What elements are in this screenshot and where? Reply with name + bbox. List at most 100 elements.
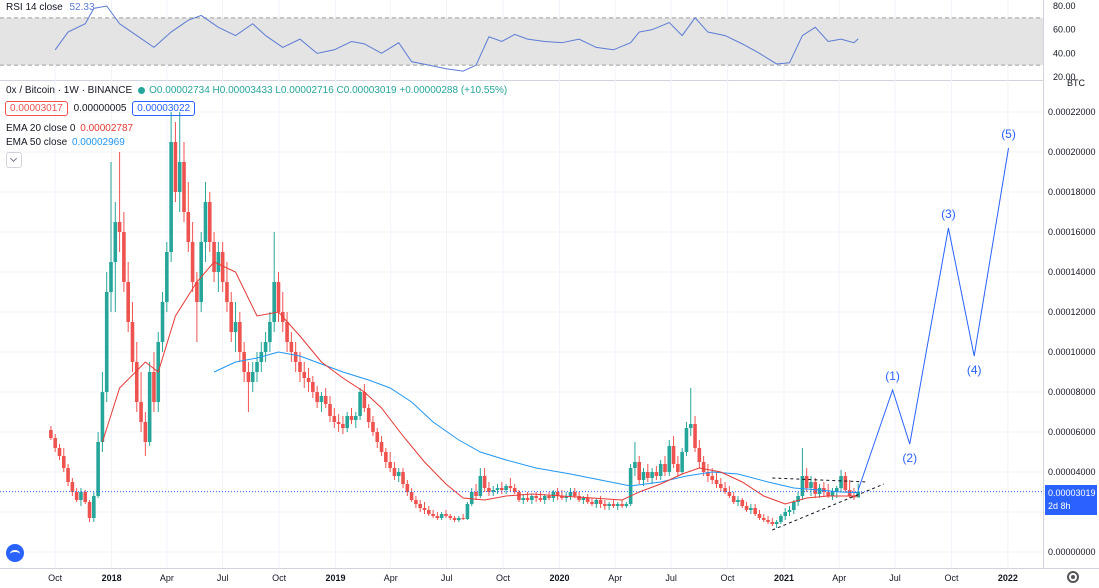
candle-body [246,372,251,382]
candle-body [847,490,852,496]
price-tick-label: 0.00000000 [1048,547,1096,557]
spread-value: 0.00000005 [73,103,127,114]
candle-body [366,408,371,422]
candle-body [396,472,401,476]
wave-label: (2) [902,451,917,465]
candle-body [358,392,362,416]
candle-body [379,442,384,452]
candle-body [315,392,319,402]
ema20-legend[interactable]: EMA 20 close 0 0.00002787 [6,123,133,134]
candle-body [766,520,770,522]
candle-body [508,486,513,488]
candle-body [727,492,732,496]
candle-body [585,498,590,502]
price-tick-label: 0.00004000 [1048,467,1096,477]
last-price-value: 0.00003019 [1048,488,1096,498]
candle-body [650,472,654,478]
time-tick-label: Oct [272,573,287,583]
candle-body [603,504,607,506]
time-tick-label: Oct [48,573,63,583]
candle-body [646,472,650,478]
tradingview-logo-icon[interactable] [6,544,24,562]
candle-body [435,516,440,518]
candle-body [220,252,225,282]
price-tick-label: 0.00014000 [1048,267,1096,277]
candle-body [134,362,139,402]
ema20-line [101,261,859,505]
price-currency-label: BTC [1067,78,1086,88]
candle-body [710,476,715,480]
candle-body [328,404,332,416]
wave-label: (5) [1001,127,1016,141]
ema50-legend[interactable]: EMA 50 close 0.00002969 [6,137,125,148]
buy-price-button[interactable]: 0.00003022 [132,101,196,116]
candle-body [130,322,135,362]
candle-body [525,498,530,500]
ohlc-values: O0.00002734 H0.00003433 L0.00002716 C0.0… [149,85,508,96]
candle-body [289,342,294,352]
candle-body [504,486,508,490]
candle-body [83,492,88,502]
candle-body [263,342,268,352]
candle-body [285,322,289,342]
rsi-tick-label: 20.00 [1053,72,1076,82]
price-tick-label: 0.00012000 [1048,307,1096,317]
candle-body [177,162,182,192]
time-tick-label: Jul [665,573,677,583]
candle-body [371,422,375,432]
triangle-upper-line [772,477,867,483]
candle-body [225,282,229,302]
candle-body [109,262,113,292]
candle-body [306,378,311,382]
candle-body [392,468,397,476]
ema20-value: 0.00002787 [80,123,134,134]
candle-body [117,222,122,232]
price-tick-label: 0.00008000 [1048,387,1096,397]
candle-body [792,502,796,510]
candle-body [169,142,173,252]
candle-body [345,416,349,428]
candle-body [577,496,581,500]
candle-body [323,396,328,404]
market-status-icon [138,86,146,94]
time-tick-label: Oct [944,573,959,583]
price-tick-label: 0.00010000 [1048,347,1096,357]
candle-body [457,518,461,520]
rsi-band [0,17,1043,66]
time-tick-label: Oct [496,573,511,583]
symbol-title[interactable]: 0x / Bitcoin · 1W · BINANCE [6,85,133,96]
candle-body [276,282,281,312]
candle-body [186,212,191,242]
candle-body [401,472,405,484]
candle-body [104,292,109,392]
candles-group [49,112,861,528]
last-price-label: 0.00003019 2d 8h [1045,485,1097,515]
candle-body [444,514,448,516]
candle-body [740,500,745,506]
candle-body [671,446,676,464]
price-tick-label: 0.00018000 [1048,187,1096,197]
candle-body [203,202,208,242]
candle-body [598,500,603,504]
ema50-label: EMA 50 close [6,137,68,148]
candle-body [474,492,478,496]
time-tick-label: Jul [441,573,453,583]
candle-body [79,492,83,500]
candle-body [701,462,706,472]
candle-body [388,462,392,468]
candle-body [418,504,422,508]
candle-body [199,242,203,302]
candle-body [542,496,547,500]
candle-body [624,504,629,506]
time-tick-label: Jul [889,573,901,583]
candle-body [160,302,165,342]
candle-body [538,498,543,500]
ema50-line [213,351,859,494]
candle-body [693,424,697,448]
wave-label: (4) [967,363,982,377]
collapse-legend-button[interactable] [6,152,22,168]
candle-body [439,514,444,518]
settings-gear-icon[interactable] [1067,571,1079,583]
sell-price-button[interactable]: 0.00003017 [5,101,68,116]
